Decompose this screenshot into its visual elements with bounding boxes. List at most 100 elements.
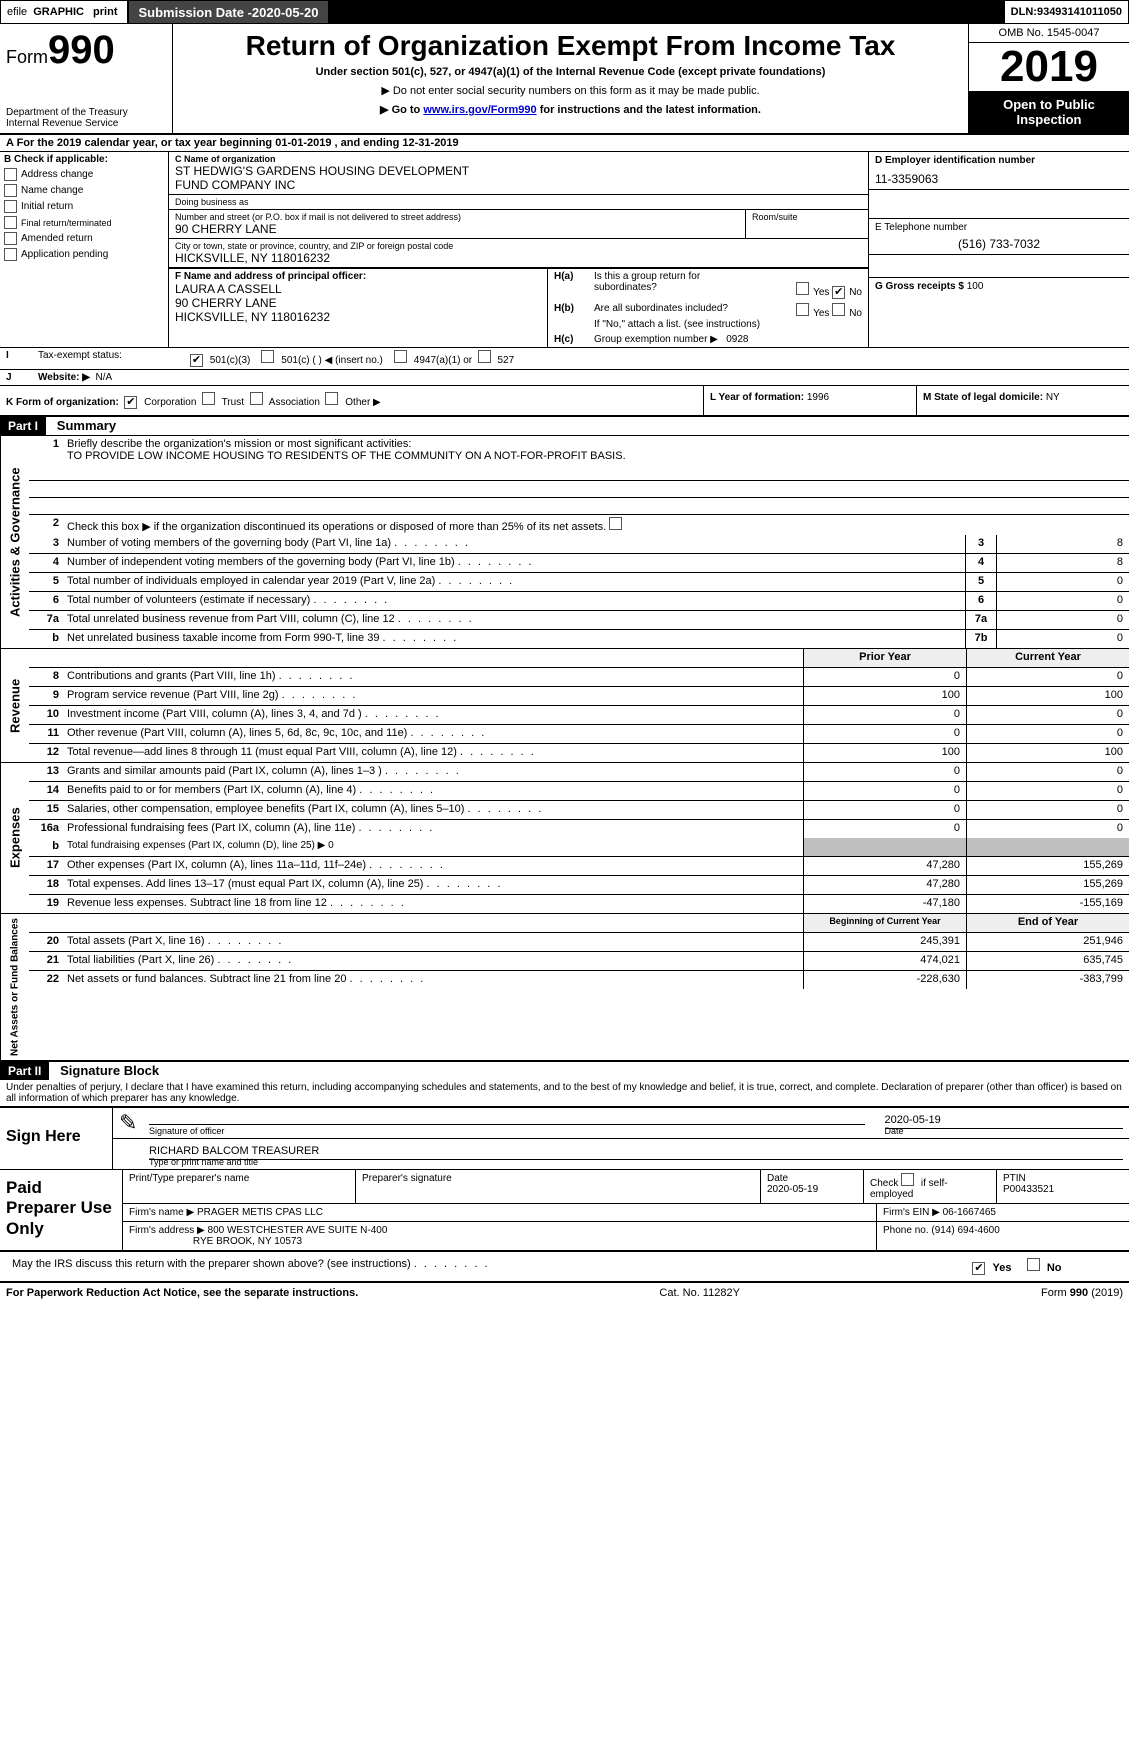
chk-application-pending[interactable] — [4, 248, 17, 261]
ln-num: 18 — [29, 876, 63, 894]
chk-assoc[interactable] — [250, 392, 263, 405]
lbl-amended-return: Amended return — [21, 233, 93, 244]
j-text: Website: ▶ — [38, 372, 90, 383]
data-line: 19Revenue less expenses. Subtract line 1… — [29, 895, 1129, 913]
ln-val: 0 — [996, 630, 1129, 648]
chk-final-return[interactable] — [4, 216, 17, 229]
f-addr2: HICKSVILLE, NY 118016232 — [175, 310, 541, 324]
signer-name: RICHARD BALCOM TREASURER — [149, 1145, 1123, 1157]
lbl-initial-return: Initial return — [21, 201, 73, 212]
hc-val: 0928 — [726, 334, 748, 345]
sign-arrow-icon: ✎ — [119, 1110, 149, 1136]
ln-current: 251,946 — [966, 933, 1129, 951]
chk-527[interactable] — [478, 350, 491, 363]
phone-value: (516) 733-7032 — [875, 237, 1123, 251]
ln-prior: 0 — [803, 725, 966, 743]
instructions-link[interactable]: www.irs.gov/Form990 — [423, 104, 536, 116]
discuss-dots — [414, 1258, 490, 1270]
discuss-no-chk[interactable] — [1027, 1258, 1040, 1271]
ln-num: 20 — [29, 933, 63, 951]
ha-yes: Yes — [813, 287, 829, 298]
ln-desc: Total revenue—add lines 8 through 11 (mu… — [63, 744, 803, 762]
ha-label: H(a) — [554, 271, 573, 282]
k-label: K Form of organization: — [6, 397, 119, 408]
ha-no-chk[interactable] — [832, 286, 845, 299]
paid-preparer-section: Paid Preparer Use Only Print/Type prepar… — [0, 1170, 1129, 1252]
data-line: 18Total expenses. Add lines 13–17 (must … — [29, 876, 1129, 895]
row-a-end: 12-31-2019 — [402, 137, 458, 149]
chk-amended-return[interactable] — [4, 232, 17, 245]
data-line: 10Investment income (Part VIII, column (… — [29, 706, 1129, 725]
ln-prior: 0 — [803, 820, 966, 838]
sub3-pre: ▶ Go to — [380, 104, 423, 116]
j-label: J — [6, 372, 12, 383]
chk-501c[interactable] — [261, 350, 274, 363]
header-left: Form990 Department of the Treasury Inter… — [0, 24, 173, 133]
ln-desc: Revenue less expenses. Subtract line 18 … — [63, 895, 803, 913]
part1-header-row: Part I Summary — [0, 417, 1129, 436]
i-text: Tax-exempt status: — [32, 348, 184, 369]
column-b: B Check if applicable: Address change Na… — [0, 152, 169, 347]
discuss-yes-chk[interactable] — [972, 1262, 985, 1275]
row-a-pre: A For the 2019 calendar year, or tax yea… — [6, 137, 275, 149]
chk-corp[interactable] — [124, 396, 137, 409]
hb-no: No — [849, 308, 862, 319]
org-name-1: ST HEDWIG'S GARDENS HOUSING DEVELOPMENT — [175, 164, 862, 178]
ln-current: 0 — [966, 706, 1129, 724]
efile-prefix: efile — [7, 6, 27, 18]
sub3-post: for instructions and the latest informat… — [540, 104, 761, 116]
opt-other: Other ▶ — [345, 397, 380, 408]
ln-desc: Other expenses (Part IX, column (A), lin… — [63, 857, 803, 875]
form-title: Return of Organization Exempt From Incom… — [183, 30, 958, 62]
gov-line: 7aTotal unrelated business revenue from … — [29, 611, 1129, 630]
ein-value: 11-3359063 — [875, 172, 1123, 186]
chk-4947[interactable] — [394, 350, 407, 363]
side-net: Net Assets or Fund Balances — [0, 914, 29, 1060]
ln-num: 17 — [29, 857, 63, 875]
ln-num: 11 — [29, 725, 63, 743]
ha-yes-chk[interactable] — [796, 282, 809, 295]
ln-box: 7a — [965, 611, 996, 629]
ln-16b-num: b — [29, 838, 63, 856]
chk-other[interactable] — [325, 392, 338, 405]
chk-self-employed[interactable] — [901, 1173, 914, 1186]
hb-no-chk[interactable] — [832, 303, 845, 316]
f-label: F Name and address of principal officer: — [175, 271, 366, 282]
submission-date: 2020-05-20 — [252, 5, 319, 20]
dept-line1: Department of the Treasury — [6, 107, 166, 118]
ln-num: 4 — [29, 554, 63, 572]
m-label: M State of legal domicile: — [923, 392, 1046, 403]
open-to-public: Open to Public Inspection — [969, 91, 1129, 133]
line2-text: Check this box ▶ if the organization dis… — [63, 515, 1129, 535]
chk-trust[interactable] — [202, 392, 215, 405]
submission-date-box: Submission Date - 2020-05-20 — [128, 0, 330, 24]
chk-line2[interactable] — [609, 517, 622, 530]
ptin-val: P00433521 — [1003, 1184, 1123, 1195]
g-value: 100 — [967, 281, 984, 292]
mission-blank-1 — [29, 464, 1129, 481]
sig-officer-label: Signature of officer — [149, 1124, 865, 1136]
discuss-no: No — [1047, 1262, 1062, 1274]
chk-address-change[interactable] — [4, 168, 17, 181]
hb-yes-chk[interactable] — [796, 303, 809, 316]
tax-year: 2019 — [969, 43, 1129, 91]
data-line: 12Total revenue—add lines 8 through 11 (… — [29, 744, 1129, 762]
city-value: HICKSVILLE, NY 118016232 — [175, 251, 862, 265]
chk-initial-return[interactable] — [4, 200, 17, 213]
mission-blank-3 — [29, 498, 1129, 515]
mission-blank-2 — [29, 481, 1129, 498]
data-line: 13Grants and similar amounts paid (Part … — [29, 763, 1129, 782]
ln-1-num: 1 — [29, 436, 63, 464]
efile-print[interactable]: print — [93, 6, 117, 18]
chk-name-change[interactable] — [4, 184, 17, 197]
ln-prior: 0 — [803, 763, 966, 781]
chk-501c3[interactable] — [190, 354, 203, 367]
opt-501c: 501(c) ( ) ◀ (insert no.) — [281, 355, 383, 366]
ln-current: 155,269 — [966, 857, 1129, 875]
revenue-section: Revenue Prior Year Current Year 8Contrib… — [0, 649, 1129, 763]
footer-mid: Cat. No. 11282Y — [659, 1287, 740, 1299]
side-expenses: Expenses — [0, 763, 29, 913]
ln-desc: Total unrelated business revenue from Pa… — [63, 611, 965, 629]
ln-num: 5 — [29, 573, 63, 591]
sign-date-label: Date — [885, 1126, 904, 1136]
